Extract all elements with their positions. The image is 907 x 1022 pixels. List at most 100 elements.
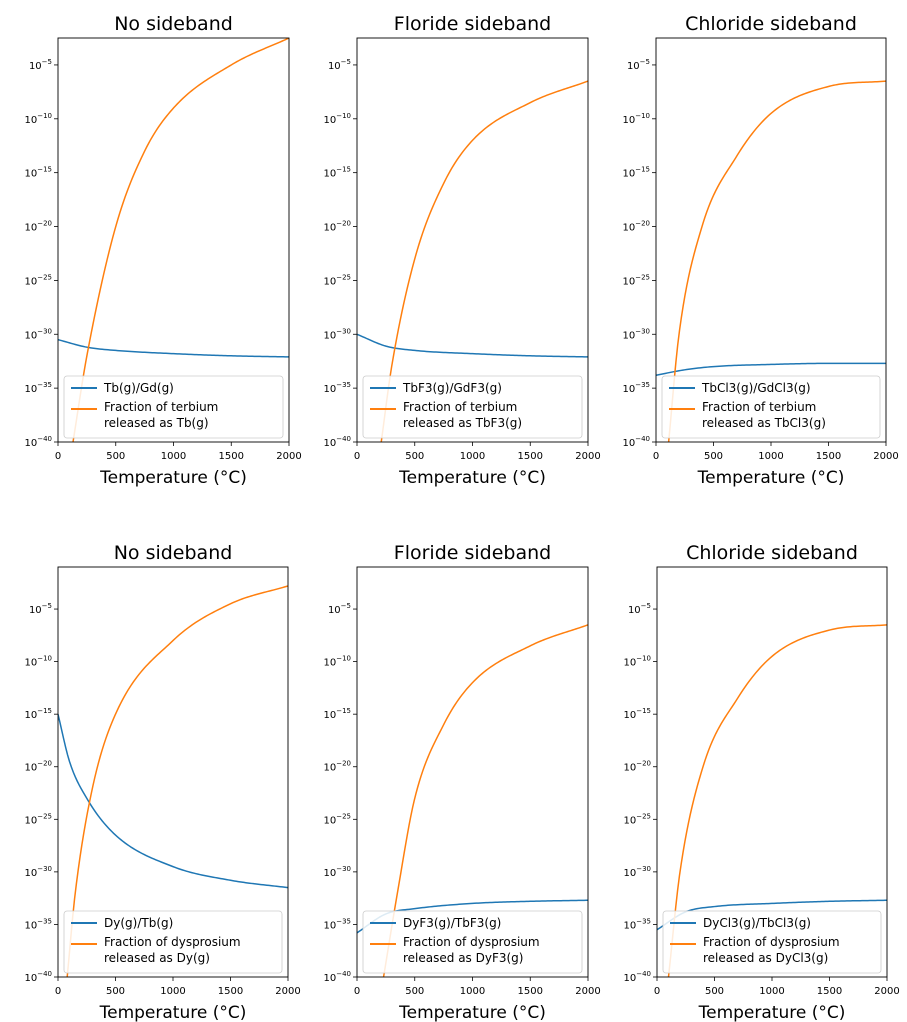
y-tick-label: 10−10 xyxy=(24,112,52,126)
legend-label-ratio: TbF3(g)/GdF3(g) xyxy=(402,381,502,395)
x-tick-label: 1500 xyxy=(817,986,842,997)
x-tick-label: 0 xyxy=(654,986,660,997)
y-tick-label: 10−20 xyxy=(323,220,351,234)
legend-label-fraction-line1: Fraction of terbium xyxy=(104,400,218,414)
y-tick-label: 10−5 xyxy=(328,602,351,616)
legend-label-ratio: Dy(g)/Tb(g) xyxy=(104,916,173,930)
y-tick-label: 10−15 xyxy=(623,707,651,721)
x-tick-label: 1000 xyxy=(460,451,485,462)
x-tick-label: 2000 xyxy=(575,986,600,997)
series-line-ratio xyxy=(58,338,289,358)
x-tick-label: 0 xyxy=(354,451,360,462)
legend-label-fraction-line2: released as Tb(g) xyxy=(104,416,209,430)
legend-label-fraction-line2: released as Dy(g) xyxy=(104,951,210,965)
y-tick-label: 10−40 xyxy=(623,970,651,984)
chart-panel-1: No sideband Temperature (°C) 0 500 1000 1500 2… xyxy=(24,13,301,488)
legend: Tb(g)/Gd(g) Fraction of terbium released a… xyxy=(63,375,284,439)
legend-box xyxy=(63,910,283,974)
y-tick-label: 10−25 xyxy=(323,273,351,287)
y-tick-label: 10−15 xyxy=(323,707,351,721)
y-tick-label: 10−35 xyxy=(24,381,52,395)
x-tick-label: 1500 xyxy=(518,986,543,997)
y-tick-label: 10−15 xyxy=(323,166,351,180)
series-line-fraction xyxy=(66,585,288,977)
plot-frame xyxy=(356,566,589,978)
legend-box xyxy=(662,910,882,974)
chart-title: Floride sideband xyxy=(394,13,551,35)
y-tick-label: 10−30 xyxy=(323,327,351,341)
legend: DyCl3(g)/TbCl3(g) Fraction of dysprosium r… xyxy=(662,910,882,974)
legend: Dy(g)/Tb(g) Fraction of dysprosium release… xyxy=(63,910,283,974)
series-line-fraction xyxy=(72,38,289,442)
y-tick-label: 10−10 xyxy=(623,655,651,669)
y-tick-label: 10−25 xyxy=(623,812,651,826)
legend: DyF3(g)/TbF3(g) Fraction of dysprosium rel… xyxy=(362,910,583,974)
x-tick-label: 1500 xyxy=(219,451,244,462)
plot-frame xyxy=(57,566,289,978)
legend-label-fraction-line2: released as DyF3(g) xyxy=(403,951,523,965)
x-tick-label: 1000 xyxy=(161,451,186,462)
x-tick-label: 500 xyxy=(705,986,724,997)
x-axis-label: Temperature (°C) xyxy=(398,468,546,488)
y-tick-label: 10−20 xyxy=(623,760,651,774)
chart-panel-6: Chloride sideband Temperature (°C) 0 500 100… xyxy=(623,542,899,1022)
x-tick-label: 2000 xyxy=(276,451,301,462)
legend: TbCl3(g)/GdCl3(g) Fraction of terbium rele… xyxy=(661,375,881,439)
x-axis-label: Temperature (°C) xyxy=(698,1003,846,1022)
x-tick-label: 2000 xyxy=(874,986,899,997)
y-tick-label: 10−20 xyxy=(24,220,52,234)
y-tick-label: 10−35 xyxy=(323,381,351,395)
y-tick-label: 10−25 xyxy=(24,273,52,287)
x-tick-label: 1500 xyxy=(816,451,841,462)
legend-label-ratio: Tb(g)/Gd(g) xyxy=(103,381,174,395)
y-tick-label: 10−5 xyxy=(29,58,52,72)
legend-label-fraction-line1: Fraction of dysprosium xyxy=(104,935,241,949)
x-axis-label: Temperature (°C) xyxy=(99,1003,247,1022)
y-tick-label: 10−15 xyxy=(24,166,52,180)
x-tick-label: 500 xyxy=(405,986,424,997)
chart-panel-3: Chloride sideband Temperature (°C) 0 500 100… xyxy=(622,13,898,488)
series-line-fraction xyxy=(667,624,887,977)
y-tick-label: 10−25 xyxy=(323,812,351,826)
y-tick-label: 10−15 xyxy=(24,707,52,721)
y-tick-label: 10−35 xyxy=(24,917,52,931)
legend: TbF3(g)/GdF3(g) Fraction of terbium releas… xyxy=(362,375,583,439)
x-tick-label: 500 xyxy=(405,451,424,462)
y-tick-label: 10−15 xyxy=(622,166,650,180)
y-tick-label: 10−25 xyxy=(24,812,52,826)
series-line-ratio xyxy=(58,714,288,889)
legend-label-fraction-line2: released as DyCl3(g) xyxy=(703,951,828,965)
series-line-fraction xyxy=(667,80,886,442)
x-axis-label: Temperature (°C) xyxy=(99,468,247,488)
series-line-ratio xyxy=(656,362,886,376)
plot-frame xyxy=(656,566,888,978)
chart-title: Chloride sideband xyxy=(685,13,857,35)
x-tick-label: 1000 xyxy=(460,986,485,997)
y-tick-label: 10−20 xyxy=(323,760,351,774)
x-axis-label: Temperature (°C) xyxy=(398,1003,546,1022)
y-tick-label: 10−10 xyxy=(24,655,52,669)
y-tick-label: 10−5 xyxy=(328,58,351,72)
legend-label-fraction-line1: Fraction of terbium xyxy=(403,400,517,414)
y-tick-label: 10−5 xyxy=(29,602,52,616)
x-tick-label: 2000 xyxy=(873,451,898,462)
x-tick-label: 0 xyxy=(55,451,61,462)
y-tick-label: 10−30 xyxy=(323,865,351,879)
series-line-ratio xyxy=(357,333,588,358)
plot-frame xyxy=(356,37,589,443)
x-tick-label: 1500 xyxy=(218,986,243,997)
y-tick-label: 10−40 xyxy=(24,435,52,449)
y-tick-label: 10−30 xyxy=(24,327,52,341)
legend-box xyxy=(362,910,583,974)
y-tick-label: 10−40 xyxy=(323,970,351,984)
y-tick-label: 10−35 xyxy=(323,917,351,931)
x-tick-label: 1000 xyxy=(160,986,185,997)
plot-frame xyxy=(655,37,887,443)
legend-label-ratio: DyCl3(g)/TbCl3(g) xyxy=(703,916,811,930)
series-line-ratio xyxy=(657,899,887,931)
x-tick-label: 0 xyxy=(55,986,61,997)
series-line-fraction xyxy=(382,624,588,977)
x-tick-label: 1000 xyxy=(758,451,783,462)
y-tick-label: 10−30 xyxy=(622,327,650,341)
y-tick-label: 10−25 xyxy=(622,273,650,287)
